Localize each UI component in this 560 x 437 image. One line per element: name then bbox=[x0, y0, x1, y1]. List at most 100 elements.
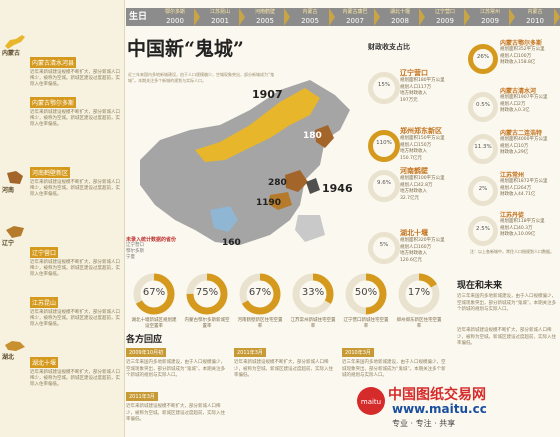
timeline-arrow-icon bbox=[374, 8, 380, 26]
finance-right-ring bbox=[468, 44, 498, 74]
timeline-arrow-icon bbox=[329, 8, 335, 26]
timeline-year: 2001 bbox=[211, 17, 229, 25]
finance-city-line: 规划面积150平方公里 bbox=[400, 136, 445, 141]
finance-city-line: 32.7亿元 bbox=[400, 195, 420, 201]
timeline-caption: 江苏昆山 bbox=[209, 9, 230, 15]
jiangsu-region bbox=[306, 178, 320, 194]
sidebar-block: 江苏昆山 近年来新城建设规模不断扩大，部分新城人口稀少，被称为空城。新城区建设过… bbox=[30, 290, 120, 328]
finance-ring-label: 110% bbox=[376, 140, 392, 146]
timeline-item: 内蒙古 2005 bbox=[285, 8, 335, 26]
vacancy-donut bbox=[398, 273, 440, 315]
donut-percent: 67% bbox=[142, 287, 166, 298]
finance-head: 财政收支占比 bbox=[368, 43, 410, 51]
response-text: 近三年来国内多地新城建设，由于人口规模偏少，空城现象突出，部分新城成为“鬼城”。… bbox=[126, 360, 226, 378]
response-text: 近年来新城建设规模不断扩大，部分新城人口稀少，被称为空城。新城区建设过度超前，实… bbox=[126, 404, 225, 422]
donut-arc bbox=[239, 273, 281, 315]
map-legend-head: 未录入统计数据的省份 bbox=[126, 237, 177, 243]
inner-mongolia-shape-icon bbox=[5, 35, 25, 49]
watermark-site: 中国图纸交易网 bbox=[388, 387, 486, 403]
finance-city: 辽宁营口 规划面积180平方公里 规划人口117万 地方财政收入 197万元 bbox=[400, 68, 462, 104]
map-legend-item: 鄂尔多斯 bbox=[126, 249, 144, 254]
finance-right-city-line: 规划人口10万 bbox=[500, 143, 529, 149]
timeline-arrow-icon bbox=[194, 8, 200, 26]
finance-right-city-name: 内蒙古二连浩特 bbox=[500, 130, 543, 137]
finance-city-line: 规划人口150万 bbox=[400, 142, 432, 148]
finance-ring-label: 9.6% bbox=[377, 180, 391, 186]
finance-ring bbox=[368, 130, 400, 162]
finance-note: 注：以上各新城中，常住人口指规划人口数据。 bbox=[470, 249, 554, 254]
timeline-item: 江苏昆山 2001 bbox=[195, 8, 245, 26]
finance-city-line: 地方财政收入 bbox=[400, 149, 427, 154]
timeline-caption: 江苏常州 bbox=[479, 9, 500, 15]
china-map bbox=[140, 80, 350, 245]
yunnan-region bbox=[210, 206, 238, 232]
finance-city: 湖北十堰 规划面积320平方公里 规划人口160万 地方财政收入 120.6亿元 bbox=[400, 228, 462, 264]
timeline-year: 2010 bbox=[526, 17, 544, 25]
finance-right-ring bbox=[468, 216, 498, 246]
finance-right-city-line: 财政收入44.71亿 bbox=[500, 192, 536, 197]
sidebar-block-head: 湖北十堰 bbox=[30, 357, 59, 368]
timeline-year: 2005 bbox=[301, 17, 319, 25]
finance-right-ring-label: 26% bbox=[476, 54, 490, 60]
timeline-caption: 内蒙古 bbox=[302, 9, 318, 15]
donut-label: 河南鹤壁新区住宅空置率 bbox=[237, 318, 283, 329]
sidebar-block-head: 内蒙古清水河县 bbox=[30, 57, 77, 68]
finance-city: 河南鹤壁 规划面积100平方公里 规划人口42.8万 地方财政收入 32.7亿元 bbox=[400, 166, 462, 202]
finance-right-city: 内蒙古二连浩特 规划面积4000平方公里 规划人口10万 财政收入29亿 bbox=[500, 128, 558, 157]
timeline-caption: 湖北十堰 bbox=[389, 9, 410, 15]
hubei-region bbox=[268, 192, 292, 210]
finance-right-city-line: 规划面积1907平方公里 bbox=[500, 95, 548, 100]
finance-city-line: 规划面积320平方公里 bbox=[400, 238, 445, 243]
finance-ring bbox=[368, 170, 400, 202]
finance-city-line: 规划人口42.8万 bbox=[400, 182, 433, 188]
sidebar-block: 湖北十堰 近年来新城建设规模不断扩大，部分新城人口稀少，被称为空城。新城区建设过… bbox=[30, 350, 120, 388]
intro-text: 近三年来国内多地新城建设，由于人口规模偏少，空城现象突出，部分新城成为“鬼城”。… bbox=[128, 72, 275, 83]
map-callout: 1190 bbox=[256, 198, 282, 208]
finance-right-city-line: 规划面积118平方公里 bbox=[500, 219, 545, 224]
finance-city-line: 规划面积100平方公里 bbox=[400, 176, 445, 181]
sidebar-block-text: 近年来新城建设规模不断扩大，部分新城人口稀少，被称为空城。新城区建设过度超前，实… bbox=[30, 180, 120, 197]
now-head: 现在和未来 bbox=[457, 281, 503, 291]
date-tag: 2010年3月 bbox=[342, 348, 374, 357]
liaoning-shape-icon bbox=[6, 226, 24, 238]
donut-label: 辽宁营口新城住宅空置率 bbox=[343, 318, 389, 329]
timeline-caption: 鄂尔多斯 bbox=[164, 9, 185, 15]
donut-arc bbox=[398, 273, 440, 315]
sidebar-block: 河南鹤壁新区 近年来新城建设规模不断扩大，部分新城人口稀少，被称为空城。新城区建… bbox=[30, 160, 120, 198]
finance-right-ring-label: 0.5% bbox=[476, 102, 490, 108]
donut-label: 湖北十堰新城区规划建设空置率 bbox=[131, 318, 177, 329]
sidebar-block-head: 辽宁营口 bbox=[30, 247, 59, 258]
timeline-bar: 生日 鄂尔多斯 2000 江苏昆山 2001 河南鹤壁 2005 内蒙古 2005 内蒙古康巴 2… bbox=[126, 8, 560, 26]
finance-right-city-line: 规划人口264万 bbox=[500, 185, 532, 191]
finance-right-city-name: 江苏丹徒 bbox=[500, 212, 525, 219]
response-text: 近年来新城建设规模不断扩大，部分新城人口稀少，被称为空城。新城区建设过度超前，实… bbox=[234, 360, 333, 378]
finance-right-ring bbox=[468, 92, 498, 122]
finance-right-city-line: 财政收入158.8亿 bbox=[500, 60, 536, 65]
finance-right-ring-label: 2% bbox=[478, 186, 488, 192]
timeline-item: 鄂尔多斯 2000 bbox=[150, 8, 200, 26]
donut-percent: 75% bbox=[195, 287, 219, 298]
sidebar-province-label: 内蒙古 bbox=[2, 50, 21, 57]
finance-right-city-line: 规划面积4000平方公里 bbox=[500, 137, 548, 142]
sidebar-block: 辽宁营口 近年来新城建设规模不断扩大，部分新城人口稀少，被称为空城。新城区建设过… bbox=[30, 240, 120, 278]
map-callout: 1907 bbox=[252, 88, 283, 101]
liaoning-region bbox=[315, 125, 334, 148]
timeline-item: 辽宁营口 2009 bbox=[420, 8, 470, 26]
donut-label: 内蒙古鄂尔多斯新城空置率 bbox=[184, 318, 230, 329]
timeline-year: 2009 bbox=[481, 17, 499, 25]
finance-city-name: 辽宁营口 bbox=[400, 69, 428, 77]
vacancy-donut bbox=[239, 273, 281, 315]
timeline-caption: 河南鹤壁 bbox=[254, 9, 275, 15]
finance-city-line: 地方财政收入 bbox=[400, 189, 427, 194]
donut-percent: 67% bbox=[248, 287, 272, 298]
finance-city-line: 150.7亿元 bbox=[400, 155, 422, 161]
finance-right-city-line: 财政收入0.3亿 bbox=[500, 108, 530, 113]
finance-right-city: 内蒙古清水河 规划面积1907平方公里 规划人口2万 财政收入0.3亿 bbox=[500, 86, 558, 115]
finance-right-city-line: 规划人口100万 bbox=[500, 53, 532, 59]
finance-right-ring-label: 2.5% bbox=[476, 226, 490, 232]
donut-arc bbox=[345, 273, 387, 315]
maitu-logo-icon: maitu bbox=[357, 387, 385, 415]
sidebar-province-label: 河南 bbox=[2, 187, 15, 194]
donut-label: 郑州郑东新区住宅空置率 bbox=[396, 318, 442, 329]
timeline-item: 内蒙古 2010 bbox=[510, 8, 560, 26]
